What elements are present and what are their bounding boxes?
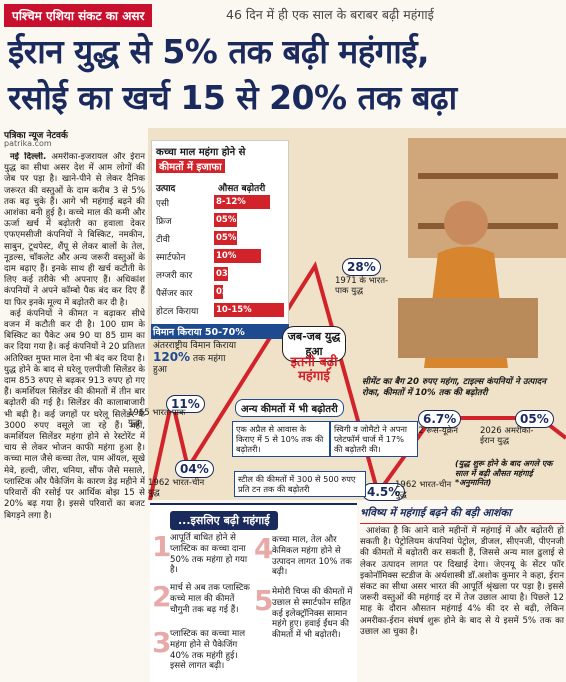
other-title: अन्य कीमतों में भी बढ़ोतरी [235, 399, 344, 417]
bar [214, 285, 224, 299]
shelf [418, 223, 558, 229]
other-item: स्टील की कीमतों में 300 से 500 रुपए प्रत… [234, 471, 366, 497]
other-item: एक अप्रैल से आवास के किराए में 5 से 10% … [232, 421, 330, 457]
bar [214, 195, 270, 209]
outlook-title: भविष्य में महंगाई बढ़ने की बड़ी आशंका [360, 503, 564, 524]
airfare-banner: विमान किराया 50-70% [151, 324, 289, 339]
category-label: लग्जरी कार [156, 271, 193, 281]
article: नई दिल्ली. अमरीका-इजरायल और ईरान युद्ध क… [4, 152, 145, 680]
kitchen-shelf [408, 138, 566, 258]
trend-label: 1965 भारत-पाक युद्ध [128, 408, 186, 428]
category-label: टीवी [156, 235, 170, 245]
reasons: ...इसलिए बढ़ी महंगाई 1 आपूर्ति बाधित होने… [150, 503, 357, 682]
woman-head [444, 201, 488, 245]
reason-number: 4 [254, 532, 274, 565]
trend-label: 2026 अमरीका-ईरान युद्ध [480, 426, 534, 446]
shelf [418, 173, 558, 179]
headline: ईरान युद्ध से 5% तक बढ़ी महंगाई, [8, 32, 430, 71]
value-label: 05% [216, 215, 237, 225]
trend-value: 05% [515, 410, 554, 428]
category-label: स्मार्टफोन [156, 253, 186, 263]
byline: पत्रिका न्यूज नेटवर्क [4, 131, 68, 141]
bar [214, 303, 284, 317]
trend-subtitle: इतनी बढ़ी महंगाई [290, 355, 338, 384]
trend-label: 1971 के भारत-पाक युद्ध [335, 276, 389, 296]
airfare-note: अंतरराष्ट्रीय विमान किराया 120% तक महंगा… [153, 341, 241, 376]
trend-value: 28% [342, 258, 381, 276]
reason-number: 5 [254, 584, 274, 617]
category-label: एसी [156, 199, 170, 209]
trend-label: 1962 भारत-चीन युद्ध [148, 478, 205, 498]
text: तक महंगा हुआ [153, 354, 226, 375]
value-label: 10% [216, 251, 237, 261]
reason-text: कच्चा माल, तेल और केमिकल महंगा होने से उ… [272, 535, 352, 578]
category-label: पैसेंजर कार [156, 289, 193, 299]
reason-text: आपूर्ति बाधित होने से प्लास्टिक का कच्चा… [170, 533, 248, 576]
value-label: 03% [216, 269, 237, 279]
bar [214, 249, 261, 263]
bar [214, 267, 228, 281]
footnote: (युद्ध शुरू होने के बाद अगले एक साल में … [455, 459, 553, 487]
chart-title: कीमतों में इजाफा [156, 159, 225, 173]
trend-title: जब-जब युद्ध हुआ [282, 326, 346, 362]
paragraph: कई कंपनियों ने कीमत न बढ़ाकर सीधे वजन मे… [4, 308, 145, 521]
counter [398, 298, 538, 358]
reason-text: प्लास्टिक का कच्चा माल महंगा होने से पैक… [170, 629, 246, 672]
chart-title: कच्चा माल महंगा होने से [156, 147, 246, 158]
cement-note: सीमेंट का बैग 20 रुपए महंगा, टाइल्स कंपन… [362, 377, 546, 398]
category-label: फ्रिज [156, 217, 172, 227]
other-item: स्विगी व जोमैटो ने अपना प्लेटफॉर्म चार्ज… [330, 421, 418, 457]
trend-value: 04% [175, 460, 214, 478]
reason-number: 1 [152, 530, 172, 563]
bar [214, 231, 238, 245]
paragraph: नई दिल्ली. अमरीका-इजरायल और ईरान युद्ध क… [4, 152, 145, 309]
reason-text: मेमोरी चिप्स की कीमतों में उछाल से स्मार… [272, 587, 353, 641]
text: अमरीका-इजरायल और ईरान युद्ध का सीधा असर … [4, 152, 145, 308]
value-label: 05% [216, 233, 237, 243]
value-label: 8-12% [216, 197, 246, 207]
text: अंतरराष्ट्रीय विमान किराया [153, 341, 237, 351]
site: patrika.com [4, 139, 52, 148]
reason-number: 2 [152, 580, 172, 613]
dateline: नई दिल्ली. [10, 152, 47, 162]
headline: रसोई का खर्च 15 से 20% तक बढ़ा [8, 78, 457, 117]
trend-label: 1962 भारत-चीन युद्ध [395, 480, 452, 500]
trend-value: 11% [166, 395, 205, 413]
reason-number: 3 [152, 626, 172, 659]
column-header: औसत बढ़ोतरी [218, 184, 266, 194]
figure: 120% [153, 350, 191, 364]
value-label: 10-15% [216, 305, 252, 315]
trend-value: 6.7% [418, 410, 462, 428]
outlook-text: आशंका है कि आने वाले महीनों में महंगाई म… [360, 526, 564, 637]
outlook: भविष्य में महंगाई बढ़ने की बड़ी आशंका आश… [360, 503, 564, 680]
section-tag: पश्चिम एशिया संकट का असर [4, 4, 153, 27]
value-label: 02% [216, 287, 237, 297]
bar [214, 213, 238, 227]
reason-text: मार्च से अब तक प्लास्टिक कच्चे माल की की… [170, 583, 250, 615]
kicker: 46 दिन में ही एक साल के बराबर बढ़ी महंगा… [226, 7, 434, 22]
reasons-title: ...इसलिए बढ़ी महंगाई [170, 511, 278, 530]
category-label: होटल किराया [156, 307, 199, 317]
cost-chart: कच्चा माल महंगा होने से कीमतों में इजाफा… [151, 140, 289, 325]
column-header: उत्पाद [156, 184, 176, 194]
